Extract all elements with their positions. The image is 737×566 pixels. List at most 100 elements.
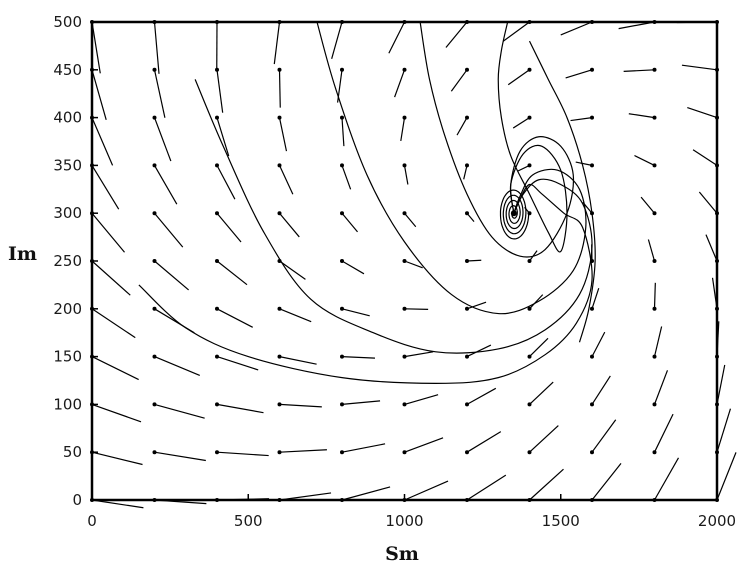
field-arrow-head — [402, 354, 407, 359]
field-arrow-head — [402, 67, 407, 72]
equilibrium-spiral — [499, 189, 530, 240]
field-arrow — [653, 413, 674, 453]
field-arrow-head — [590, 450, 594, 455]
field-arrow — [445, 21, 468, 48]
equilibrium-point — [510, 210, 517, 217]
field-arrow-head — [527, 115, 532, 120]
field-arrow — [154, 212, 184, 248]
field-arrow — [512, 117, 530, 129]
field-arrow — [153, 21, 160, 74]
field-arrow — [388, 21, 406, 54]
field-arrow-head — [402, 115, 407, 120]
field-arrow-head — [527, 402, 532, 407]
field-arrow-head — [465, 211, 469, 216]
field-arrow — [216, 117, 230, 157]
field-arrow-head — [465, 450, 469, 455]
y-tick-label: 200 — [53, 300, 82, 318]
field-arrow — [154, 356, 201, 377]
axis-ticks: 0 500 1000 1500 2000 0 50 100 150 200 250 300 350 400… — [53, 13, 736, 530]
field-arrow — [466, 387, 497, 405]
field-arrow — [716, 452, 737, 501]
field-arrow-head — [527, 354, 532, 359]
field-arrow — [529, 337, 549, 358]
field-arrow-head — [215, 450, 219, 455]
field-arrow — [502, 21, 530, 42]
field-arrow — [91, 451, 143, 466]
field-arrow-head — [652, 67, 657, 72]
field-arrow — [647, 239, 656, 262]
x-tick-label: 500 — [234, 512, 263, 530]
field-arrow-head — [277, 67, 282, 72]
field-arrow — [404, 260, 423, 269]
field-arrow-head — [277, 115, 282, 120]
field-arrow — [404, 394, 439, 405]
field-arrow — [216, 403, 264, 414]
y-tick-label: 150 — [53, 348, 82, 366]
field-arrow — [91, 499, 144, 509]
field-arrow-head — [465, 402, 469, 407]
field-arrow — [153, 165, 178, 205]
field-arrow-head — [402, 211, 407, 216]
field-arrow — [507, 69, 530, 86]
field-arrow — [404, 308, 429, 310]
field-arrow — [591, 463, 622, 501]
field-arrow — [570, 117, 593, 122]
x-tick-label: 1000 — [385, 512, 423, 530]
field-arrow — [529, 381, 554, 405]
field-arrow — [466, 301, 487, 310]
field-arrow-head — [652, 259, 657, 263]
trajectory-curve — [419, 21, 575, 258]
field-arrow — [154, 403, 205, 419]
field-arrow-head — [465, 354, 469, 359]
field-arrow — [216, 451, 269, 457]
field-arrow-head — [340, 306, 344, 311]
field-arrow — [404, 212, 417, 228]
field-arrow — [403, 165, 409, 185]
field-arrow — [278, 165, 294, 195]
trajectory-curve — [138, 183, 593, 384]
field-arrow — [716, 364, 726, 405]
field-arrow — [687, 107, 718, 119]
field-arrow-head — [152, 306, 157, 311]
field-arrow-head — [152, 211, 157, 216]
field-arrow — [623, 69, 655, 72]
field-arrow-head — [277, 306, 282, 311]
field-arrow — [91, 260, 131, 296]
field-arrow — [653, 326, 663, 357]
field-arrow-head — [402, 402, 407, 407]
field-arrow — [91, 165, 120, 210]
field-arrow-head — [402, 163, 407, 168]
field-arrow-head — [527, 163, 532, 168]
field-arrow — [91, 356, 139, 381]
field-arrow-head — [340, 259, 344, 263]
y-tick-label: 250 — [53, 252, 82, 270]
field-arrow — [279, 260, 306, 280]
field-arrow — [153, 117, 172, 162]
x-tick-label: 1500 — [542, 512, 580, 530]
field-arrow — [404, 437, 444, 453]
field-arrow — [634, 154, 655, 166]
field-arrow — [216, 165, 236, 200]
field-arrow — [278, 69, 281, 108]
field-arrow — [91, 212, 125, 253]
y-tick-label: 0 — [72, 491, 82, 509]
field-arrow — [653, 370, 669, 405]
trajectory-curve — [194, 79, 593, 354]
field-arrow — [400, 117, 406, 142]
field-arrow-head — [277, 450, 282, 455]
trajectory-curve — [497, 21, 568, 253]
field-arrow-head — [215, 402, 219, 407]
field-arrow-head — [652, 115, 657, 120]
field-arrow-head — [277, 163, 282, 168]
trajectories — [138, 21, 596, 384]
field-arrow — [560, 21, 593, 36]
field-arrow-head — [590, 402, 594, 407]
field-arrow — [273, 21, 281, 65]
field-arrow-head — [152, 450, 157, 455]
field-arrow — [279, 356, 317, 365]
y-tick-label: 350 — [53, 156, 82, 174]
field-arrow — [341, 117, 345, 147]
field-arrow — [628, 113, 655, 119]
field-arrow — [466, 474, 507, 501]
